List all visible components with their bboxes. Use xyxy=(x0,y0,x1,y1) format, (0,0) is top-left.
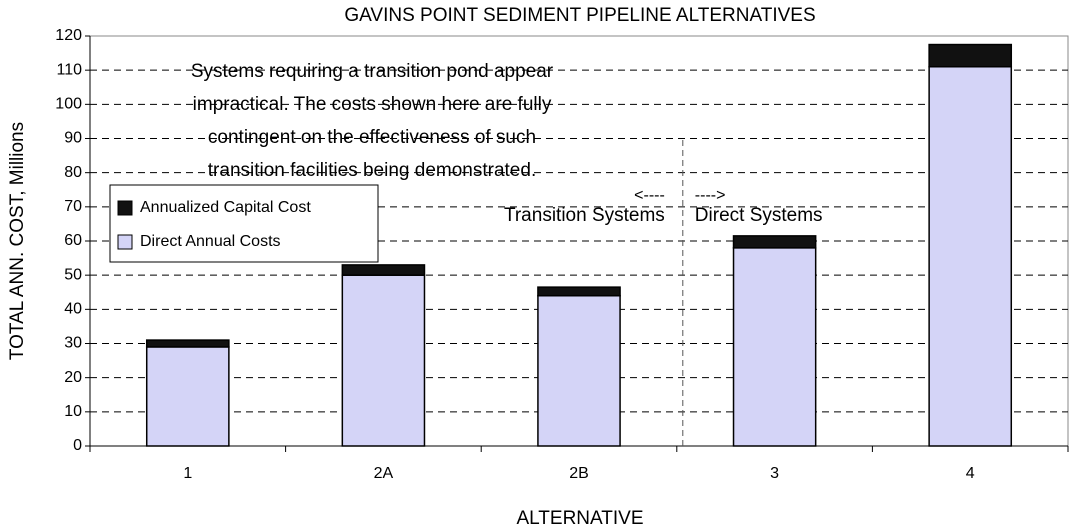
y-tick-label: 80 xyxy=(64,164,82,181)
annotation: contingent on the effectiveness of such xyxy=(208,127,536,148)
bar-segment xyxy=(145,339,230,348)
y-tick-label: 60 xyxy=(64,232,82,249)
y-tick-label: 30 xyxy=(64,335,82,352)
annotation: Direct Systems xyxy=(695,205,823,226)
bar-segment xyxy=(928,66,1013,447)
y-axis-label: TOTAL ANN. COST, Millions xyxy=(7,122,28,360)
annotation: transition facilities being demonstrated… xyxy=(208,160,536,181)
y-tick-label: 0 xyxy=(73,437,82,454)
annotation: Transition Systems xyxy=(504,205,665,226)
bar-segment xyxy=(732,247,817,447)
annotation: Systems requiring a transition pond appe… xyxy=(191,61,554,82)
legend-label: Annualized Capital Cost xyxy=(140,199,311,216)
y-tick-label: 100 xyxy=(55,96,82,113)
y-tick-label: 20 xyxy=(64,369,82,386)
x-tick-label: 2B xyxy=(569,465,589,482)
annotation: impractical. The costs shown here are fu… xyxy=(193,94,552,115)
bar-segment xyxy=(341,274,426,447)
y-tick-label: 90 xyxy=(64,130,82,147)
bar-segment xyxy=(537,286,621,297)
legend-swatch xyxy=(117,234,133,250)
legend-label: Direct Annual Costs xyxy=(140,233,281,250)
bar-segment xyxy=(145,346,230,447)
bar-segment xyxy=(732,235,817,249)
y-tick-label: 50 xyxy=(64,266,82,283)
bar-segment xyxy=(928,43,1013,68)
bar-segment xyxy=(537,294,621,447)
x-axis-label: ALTERNATIVE xyxy=(516,508,643,529)
annotation: ----> xyxy=(695,187,726,204)
y-tick-label: 10 xyxy=(64,403,82,420)
y-tick-label: 40 xyxy=(64,301,82,318)
x-tick-label: 3 xyxy=(770,465,779,482)
bar-segment xyxy=(341,264,426,276)
x-tick-label: 1 xyxy=(183,465,192,482)
y-tick-label: 70 xyxy=(64,198,82,215)
annotation: <---- xyxy=(634,187,665,204)
y-tick-label: 110 xyxy=(56,61,82,78)
y-tick-label: 120 xyxy=(55,27,82,44)
chart-title: GAVINS POINT SEDIMENT PIPELINE ALTERNATI… xyxy=(344,5,815,26)
legend-swatch xyxy=(117,200,133,216)
legend xyxy=(109,184,379,263)
x-tick-label: 4 xyxy=(966,465,975,482)
x-tick-label: 2A xyxy=(374,465,394,482)
